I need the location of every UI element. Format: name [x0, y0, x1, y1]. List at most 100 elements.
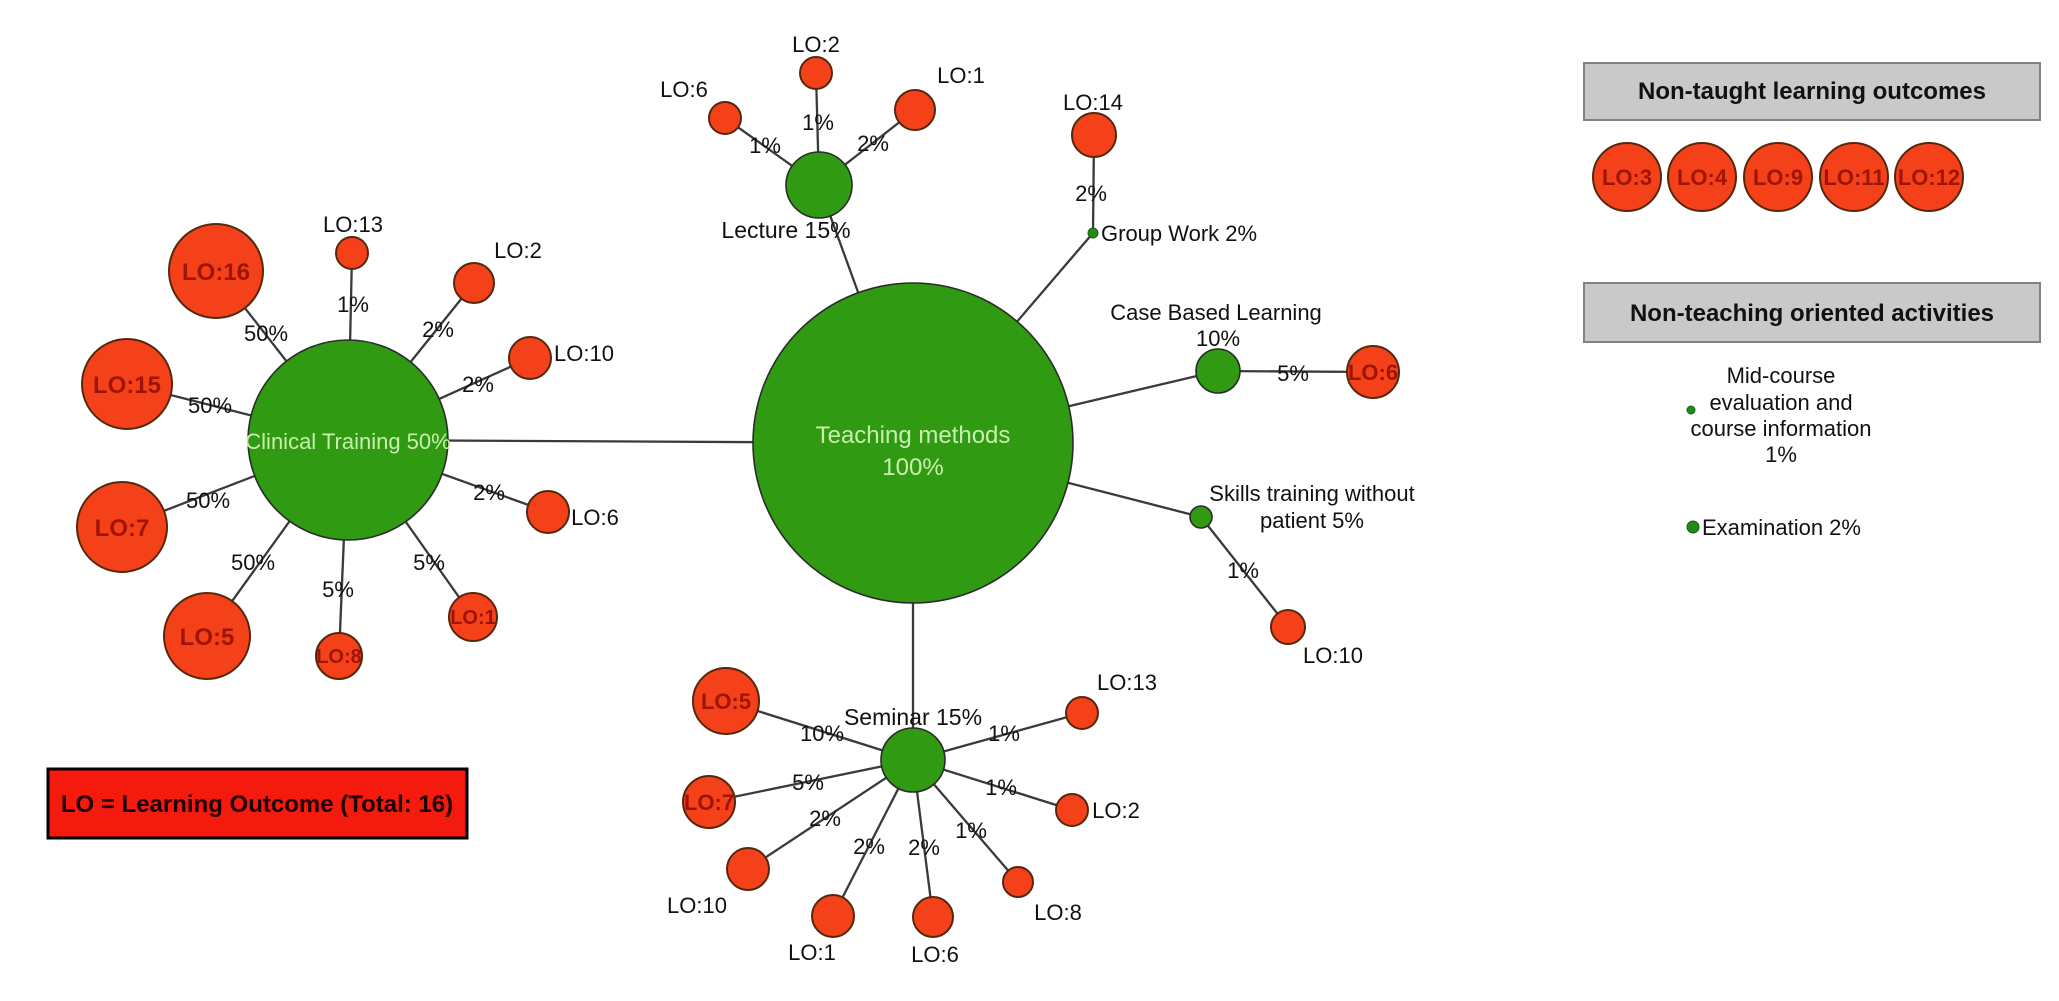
clinical-training-label: Clinical Training 50% [245, 429, 450, 454]
node-group-work-dot [1087, 227, 1099, 239]
node-clinical-training [247, 339, 449, 541]
node-seminar-lo10 [726, 847, 770, 891]
midcourse-line1: Mid-course [1727, 363, 1836, 388]
seminar-lo10-pct: 2% [809, 806, 841, 831]
node-skills-training-dot [1189, 505, 1213, 529]
lecture-lo2-pct: 1% [802, 110, 834, 135]
case-based-pct: 10% [1196, 326, 1240, 351]
node-nontaught-lo9 [1743, 142, 1813, 212]
node-teaching-methods [752, 282, 1074, 604]
node-casebased-lo6 [1346, 345, 1400, 399]
clinical-lo16-label: LO:16 [182, 259, 250, 286]
midcourse-line4: 1% [1765, 442, 1797, 467]
examination-label: Examination 2% [1702, 515, 1861, 540]
node-clinical-lo16 [168, 223, 264, 319]
clinical-lo2-pct: 2% [422, 317, 454, 342]
non-taught-header-box [1583, 62, 2041, 121]
node-seminar-lo6 [912, 896, 954, 938]
seminar-lo8-pct: 1% [955, 818, 987, 843]
seminar-lo2-label: LO:2 [1092, 798, 1140, 823]
midcourse-line3: course information [1691, 416, 1872, 441]
skills-label-line1: Skills training without [1209, 481, 1414, 506]
node-case-based-learning [1195, 348, 1241, 394]
clinical-lo5-label: LO:5 [180, 624, 235, 651]
case-based-title: Case Based Learning [1110, 300, 1322, 325]
node-lecture-lo6 [708, 101, 742, 135]
lecture-lo1-pct: 2% [857, 131, 889, 156]
non-taught-title: Non-taught learning outcomes [1638, 78, 1986, 105]
node-lecture [785, 151, 853, 219]
groupwork-lo14-pct: 2% [1075, 181, 1107, 206]
clinical-lo5-pct: 50% [231, 550, 275, 575]
seminar-lo5-pct: 10% [800, 721, 844, 746]
clinical-lo6-label: LO:6 [571, 505, 619, 530]
seminar-lo10-label: LO:10 [667, 893, 727, 918]
nontaught-lo12-label: LO:12 [1898, 165, 1960, 190]
midcourse-line2: evaluation and [1709, 390, 1852, 415]
seminar-lo5-label: LO:5 [701, 689, 751, 714]
seminar-lo1-label: LO:1 [788, 940, 836, 965]
skills-lo10-label: LO:10 [1303, 643, 1363, 668]
clinical-lo6-pct: 2% [473, 480, 505, 505]
nontaught-lo9-label: LO:9 [1753, 165, 1803, 190]
nontaught-lo3-label: LO:3 [1602, 165, 1652, 190]
node-seminar [880, 727, 946, 793]
skills-lo10-pct: 1% [1227, 558, 1259, 583]
lecture-lo1-label: LO:1 [937, 63, 985, 88]
seminar-lo7-label: LO:7 [684, 790, 734, 815]
nontaught-lo11-label: LO:11 [1823, 165, 1884, 190]
node-nontaught-lo3 [1592, 142, 1662, 212]
node-clinical-lo15 [81, 338, 173, 430]
node-seminar-lo1 [811, 894, 855, 938]
casebased-lo6-label: LO:6 [1348, 360, 1398, 385]
seminar-lo2-pct: 1% [985, 775, 1017, 800]
clinical-lo1-pct: 5% [413, 550, 445, 575]
node-clinical-lo10 [508, 336, 552, 380]
clinical-lo15-label: LO:15 [93, 372, 161, 399]
clinical-lo7-pct: 50% [186, 488, 230, 513]
clinical-lo13-pct: 1% [337, 292, 369, 317]
examination-dot [1686, 520, 1700, 534]
clinical-lo8-label: LO:8 [316, 646, 362, 668]
node-seminar-lo7 [682, 775, 736, 829]
edge-seminar-lo10 [747, 759, 914, 870]
edge-seminar-lo7 [708, 758, 914, 804]
clinical-lo13-label: LO:13 [323, 212, 383, 237]
casebased-lo6-pct: 5% [1277, 361, 1309, 386]
nodes [76, 56, 1400, 938]
node-nontaught-lo4 [1667, 142, 1737, 212]
skills-label-line2: patient 5% [1260, 508, 1364, 533]
node-clinical-lo7 [76, 481, 168, 573]
node-clinical-lo6 [526, 490, 570, 534]
clinical-lo10-pct: 2% [462, 372, 494, 397]
lecture-lo6-label: LO:6 [660, 77, 708, 102]
edge-skills-lo10 [1200, 516, 1289, 628]
node-clinical-lo8 [315, 632, 363, 680]
lecture-lo6-pct: 1% [749, 133, 781, 158]
node-nontaught-lo12 [1894, 142, 1964, 212]
lecture-label: Lecture 15% [721, 217, 850, 243]
seminar-lo6-pct: 2% [908, 835, 940, 860]
clinical-lo8-pct: 5% [322, 577, 354, 602]
clinical-lo7-label: LO:7 [95, 515, 150, 542]
node-nontaught-lo11 [1819, 142, 1889, 212]
group-work-label: Group Work 2% [1101, 221, 1257, 246]
groupwork-lo14-label: LO:14 [1063, 90, 1123, 115]
clinical-lo15-pct: 50% [188, 393, 232, 418]
node-clinical-lo1 [448, 592, 498, 642]
node-skills-lo10 [1270, 609, 1306, 645]
non-teaching-header-box [1583, 282, 2041, 343]
seminar-lo13-label: LO:13 [1097, 670, 1157, 695]
seminar-lo7-pct: 5% [792, 770, 824, 795]
node-lecture-lo2 [799, 56, 833, 90]
node-seminar-lo13 [1065, 696, 1099, 730]
seminar-lo1-pct: 2% [853, 834, 885, 859]
clinical-lo2-label: LO:2 [494, 238, 542, 263]
legend-text: LO = Learning Outcome (Total: 16) [61, 791, 453, 818]
node-groupwork-lo14 [1071, 112, 1117, 158]
teaching-methods-label: Teaching methods [816, 422, 1011, 449]
node-clinical-lo13 [335, 236, 369, 270]
seminar-lo6-label: LO:6 [911, 942, 959, 967]
node-seminar-lo5 [692, 667, 760, 735]
